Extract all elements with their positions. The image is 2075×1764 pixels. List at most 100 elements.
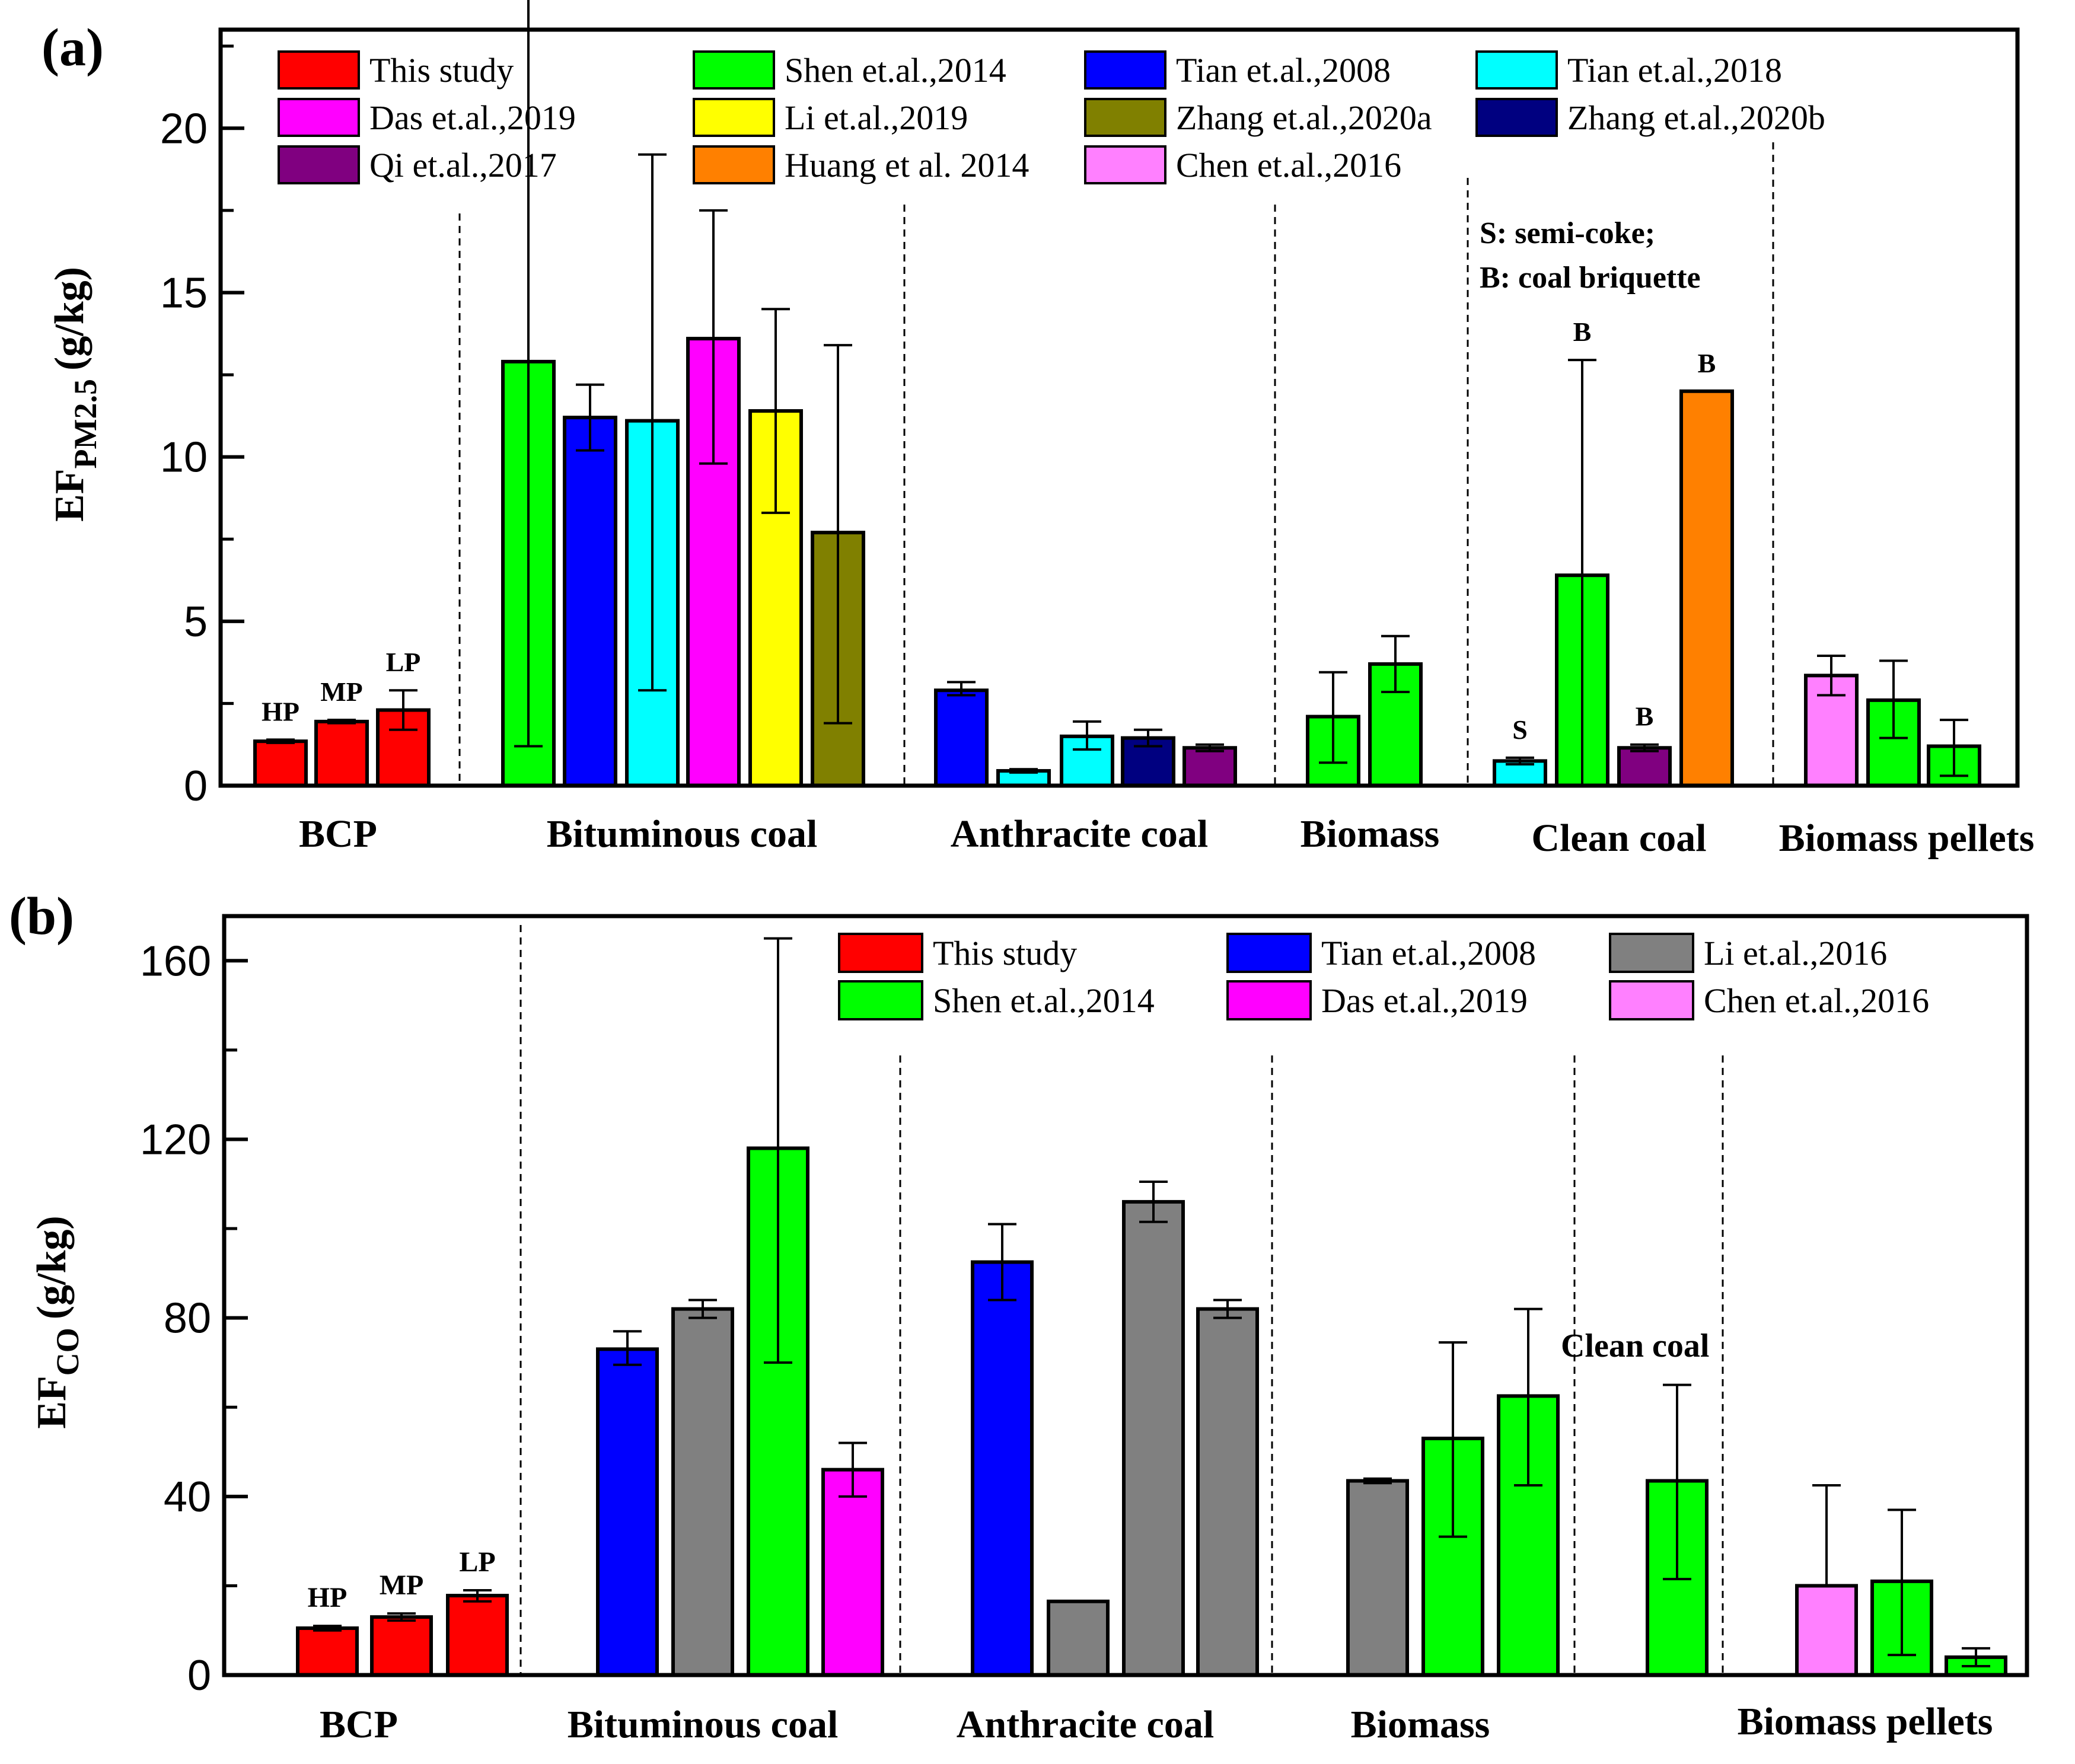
legend-swatch xyxy=(1609,933,1694,973)
bar xyxy=(446,1593,509,1677)
bar xyxy=(1196,1307,1259,1677)
panel-b-ylabel-main: EF xyxy=(29,1376,75,1428)
legend-entry: Li et.al.,2016 xyxy=(1609,933,1887,973)
panel-a-category-label: Biomass xyxy=(1301,812,1440,856)
legend-entry: Zhang et.al.,2020b xyxy=(1475,98,1825,137)
legend-swatch xyxy=(693,98,775,137)
panel-b-error-bars xyxy=(313,937,1990,1667)
panel-a-category-label: BCP xyxy=(299,812,377,856)
panel-b-y-ticks: 0 40 80 120 160 xyxy=(140,937,248,1699)
bar-data-label: S xyxy=(1512,714,1528,745)
error-bar xyxy=(761,308,790,514)
legend-entry: Li et.al.,2019 xyxy=(693,98,968,137)
legend-swatch xyxy=(693,145,775,184)
legend-swatch xyxy=(693,50,775,90)
y-tick-label: 10 xyxy=(160,434,208,481)
error-bar xyxy=(1514,1307,1542,1487)
legend-label: Tian et.al.,2008 xyxy=(1176,51,1391,90)
panel-b-category-labels: BCP Bituminous coal Anthracite coal Biom… xyxy=(320,1700,1993,1746)
panel-a-category-labels: BCP Bituminous coal Anthracite coal Biom… xyxy=(299,812,2034,860)
bar xyxy=(314,719,369,788)
legend-entry: Das et.al.,2019 xyxy=(1226,980,1528,1020)
error-bar xyxy=(389,689,417,731)
error-bar xyxy=(1439,1341,1467,1538)
panel-a-error-bars xyxy=(266,0,1968,786)
panel-a-bar-labels: HP MP LP S B B B xyxy=(262,317,1716,745)
bar xyxy=(1122,1200,1185,1677)
panel-a-ylabel-unit: (g/kg) xyxy=(47,267,93,371)
legend-swatch xyxy=(1226,980,1312,1020)
legend-swatch xyxy=(1609,980,1694,1020)
bar xyxy=(596,1347,659,1677)
panel-a-chart: (a) EFPM2.5 (g/kg) 0 5 10 15 20 HP MP LP S B B B Th… xyxy=(42,0,2034,860)
error-bar xyxy=(1506,756,1534,765)
legend-entry: Tian et.al.,2008 xyxy=(1084,50,1391,90)
bar-data-label: HP xyxy=(262,696,299,726)
y-tick-label: 15 xyxy=(160,269,208,317)
panel-a-axes-frame xyxy=(218,27,2020,788)
y-tick-label: 20 xyxy=(160,105,208,152)
panel-b-bar-labels: HP MP LP xyxy=(308,1546,496,1613)
y-tick-label: 5 xyxy=(184,598,208,646)
error-bar xyxy=(1940,719,1968,777)
error-bar xyxy=(699,209,728,465)
legend-swatch xyxy=(1084,145,1166,184)
bar-data-label: B xyxy=(1636,701,1654,732)
legend-label: Shen et.al.,2014 xyxy=(785,51,1006,90)
legend-label: Chen et.al.,2016 xyxy=(1704,981,1929,1020)
y-tick-label: 40 xyxy=(164,1473,211,1521)
error-bar xyxy=(764,937,792,1364)
bar-data-label: LP xyxy=(459,1546,495,1578)
panel-b-legend: This study Tian et.al.,2008 Li et.al.,2016… xyxy=(838,933,1929,1020)
panel-b-category-label: Biomass xyxy=(1351,1703,1490,1746)
panel-b-axes-frame xyxy=(222,914,2029,1677)
panel-a-y-ticks: 0 5 10 15 20 xyxy=(160,44,244,810)
panel-b-category-label: Biomass pellets xyxy=(1738,1700,1993,1743)
panel-b-category-label: Anthracite coal xyxy=(957,1703,1214,1746)
bar xyxy=(934,688,989,787)
legend-swatch xyxy=(278,50,360,90)
y-tick-label: 80 xyxy=(164,1295,211,1342)
legend-label: Huang et al. 2014 xyxy=(785,146,1029,184)
legend-entry: This study xyxy=(838,933,1077,973)
error-bar xyxy=(1139,1181,1168,1223)
panel-b-label: (b) xyxy=(9,887,74,946)
error-bar xyxy=(839,1441,867,1498)
legend-entry: Qi et.al.,2017 xyxy=(278,145,557,184)
legend-entry: Huang et al. 2014 xyxy=(693,145,1029,184)
legend-entry: Das et.al.,2019 xyxy=(278,98,576,137)
error-bar xyxy=(266,738,295,744)
error-bar xyxy=(1630,743,1659,752)
error-bar xyxy=(1817,655,1845,697)
bar-data-label: LP xyxy=(386,647,421,677)
bar xyxy=(1679,389,1734,787)
panel-a-note-line-2: B: coal briquette xyxy=(1480,261,1701,295)
bar-data-label: MP xyxy=(380,1570,424,1601)
error-bar xyxy=(1879,659,1908,739)
error-bar xyxy=(327,719,356,725)
legend-label: This study xyxy=(369,51,514,90)
legend-label: Das et.al.,2019 xyxy=(369,98,576,137)
legend-label: Li et.al.,2016 xyxy=(1704,934,1887,972)
legend-swatch xyxy=(278,145,360,184)
panel-b-category-label: Bituminous coal xyxy=(568,1703,839,1746)
panel-b-annotation-clean-coal: Clean coal xyxy=(1561,1328,1709,1364)
bar xyxy=(971,1260,1034,1677)
legend-swatch xyxy=(1226,933,1312,973)
error-bar xyxy=(313,1625,342,1632)
error-bar xyxy=(638,153,667,692)
svg-text:EFPM2.5(g/kg): EFPM2.5 (g/kg) xyxy=(47,267,103,522)
error-bar xyxy=(1009,768,1038,774)
error-bar xyxy=(1213,1299,1242,1319)
legend-swatch xyxy=(1084,98,1166,137)
error-bar xyxy=(1568,359,1596,786)
error-bar xyxy=(1134,728,1162,748)
panel-a-note-line-1: S: semi-coke; xyxy=(1480,216,1655,250)
y-tick-label: 0 xyxy=(187,1652,211,1699)
panel-a-category-label: Anthracite coal xyxy=(951,812,1208,856)
error-bar xyxy=(947,681,976,697)
y-tick-label: 120 xyxy=(140,1116,211,1163)
panel-b-chart: (b) EFCO (g/kg) 0 40 80 120 160 HP MP LP This s… xyxy=(9,887,2029,1746)
panel-b-bars xyxy=(296,1146,2007,1677)
bar xyxy=(1617,746,1672,787)
